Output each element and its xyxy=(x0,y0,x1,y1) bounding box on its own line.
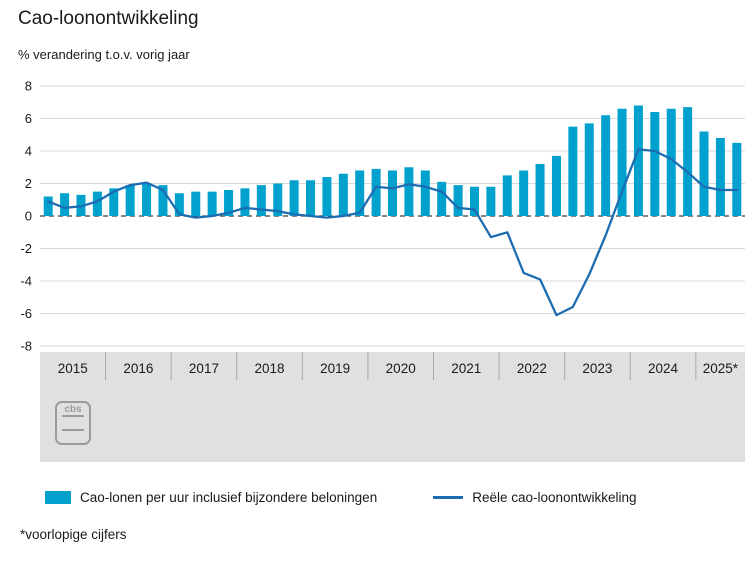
chart-legend: Cao-lonen per uur inclusief bijzondere b… xyxy=(45,490,637,505)
bar xyxy=(519,170,529,216)
bar-series-swatch xyxy=(45,491,71,504)
y-axis-tick-label: 6 xyxy=(25,111,32,126)
bar xyxy=(60,193,70,216)
x-axis-band xyxy=(40,352,745,462)
bar xyxy=(43,196,53,216)
bar xyxy=(502,175,512,216)
x-axis-year-label: 2020 xyxy=(386,361,416,376)
bar xyxy=(715,138,725,216)
bar xyxy=(486,186,496,216)
y-axis-tick-label: 8 xyxy=(25,79,32,94)
y-axis-tick-label: -4 xyxy=(20,274,32,289)
bar xyxy=(420,170,430,216)
legend-item-line: Reële cao-loonontwikkeling xyxy=(433,490,637,505)
bar xyxy=(584,123,594,216)
line-series xyxy=(47,148,738,317)
bar xyxy=(207,191,217,216)
legend-bars-label: Cao-lonen per uur inclusief bijzondere b… xyxy=(80,490,378,505)
y-axis-tick-label: 2 xyxy=(25,176,32,191)
bar xyxy=(551,155,561,216)
bar xyxy=(273,183,283,216)
bar xyxy=(256,185,266,216)
bar xyxy=(109,188,119,216)
bar xyxy=(338,173,348,216)
chart-subtitle: % verandering t.o.v. vorig jaar xyxy=(18,47,190,62)
x-axis-year-label: 2024 xyxy=(648,361,679,376)
x-axis-year-label: 2015 xyxy=(58,361,88,376)
bar xyxy=(683,107,693,216)
x-axis-year-label: 2018 xyxy=(255,361,285,376)
bar xyxy=(371,168,381,216)
footnote: *voorlopige cijfers xyxy=(20,527,127,542)
bar xyxy=(650,112,660,216)
x-axis-year-label: 2023 xyxy=(582,361,612,376)
bar xyxy=(469,186,479,216)
bar xyxy=(125,185,135,216)
bar xyxy=(174,193,184,216)
bar xyxy=(601,115,611,216)
x-axis-year-label: 2016 xyxy=(123,361,153,376)
bar xyxy=(404,167,414,216)
bar xyxy=(666,108,676,216)
bar xyxy=(191,191,201,216)
bar xyxy=(92,191,102,216)
bar xyxy=(158,185,168,216)
bar xyxy=(355,170,365,216)
x-axis-year-label: 2019 xyxy=(320,361,350,376)
page-title: Cao-loonontwikkeling xyxy=(18,8,199,29)
bar xyxy=(289,180,299,216)
bar xyxy=(453,185,463,216)
bar xyxy=(388,170,397,216)
bar xyxy=(699,131,709,216)
y-axis-tick-label: 0 xyxy=(25,209,32,224)
y-axis-tick-label: -8 xyxy=(20,339,32,354)
x-axis-year-label: 2021 xyxy=(451,361,481,376)
x-axis-year-label: 2025* xyxy=(703,361,739,376)
bar xyxy=(617,108,627,216)
y-axis-tick-label: -6 xyxy=(20,306,32,321)
x-axis-year-label: 2017 xyxy=(189,361,219,376)
bar xyxy=(568,126,578,216)
cbs-logo-text: cbs xyxy=(64,404,82,415)
bar xyxy=(224,190,234,216)
bar xyxy=(535,164,545,216)
legend-line-label: Reële cao-loonontwikkeling xyxy=(472,490,637,505)
bar xyxy=(732,142,742,216)
bar xyxy=(322,177,332,216)
y-axis-tick-label: -2 xyxy=(20,241,32,256)
line-series-swatch xyxy=(433,496,464,499)
x-axis-year-label: 2022 xyxy=(517,361,547,376)
y-axis-tick-label: 4 xyxy=(25,144,32,159)
bar xyxy=(306,180,316,216)
cbs-logo xyxy=(55,401,91,445)
wage-chart: -8 -6 -4 -2 0 2 4 6 8 2015 2016 2017 2018 2019 2020 202… xyxy=(20,79,745,462)
bar xyxy=(240,188,250,216)
bar xyxy=(633,105,643,216)
bar xyxy=(437,181,447,216)
bar xyxy=(142,183,152,216)
legend-item-bars: Cao-lonen per uur inclusief bijzondere b… xyxy=(45,490,377,505)
